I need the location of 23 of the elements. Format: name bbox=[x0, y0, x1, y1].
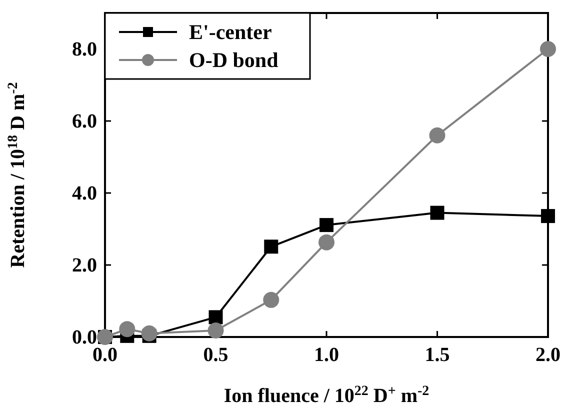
point bbox=[320, 218, 334, 232]
y-tick-label: 4.0 bbox=[72, 182, 97, 204]
y-tick-label: 2.0 bbox=[72, 254, 97, 276]
point bbox=[264, 240, 278, 254]
point bbox=[318, 234, 334, 250]
point bbox=[208, 322, 224, 339]
legend-label: O-D bond bbox=[189, 48, 279, 72]
x-tick-label: 1.0 bbox=[314, 344, 339, 366]
y-tick-label: 8.0 bbox=[72, 38, 97, 60]
point bbox=[119, 321, 136, 338]
point bbox=[541, 209, 555, 224]
point bbox=[141, 325, 158, 342]
x-tick-label: 2.0 bbox=[536, 344, 560, 366]
x-tick-label: 0.5 bbox=[203, 344, 228, 366]
y-tick-label: 6.0 bbox=[72, 110, 97, 132]
point bbox=[208, 310, 223, 324]
x-axis-title: Ion fluence / 10$^{22}$ D$^{+}$ m$^{-2}$ bbox=[224, 384, 430, 407]
legend-label: E'-center bbox=[189, 20, 272, 44]
x-tick-label: 1.5 bbox=[424, 344, 450, 366]
point bbox=[429, 127, 446, 144]
point bbox=[263, 292, 280, 308]
point bbox=[430, 206, 444, 220]
point bbox=[540, 41, 556, 57]
